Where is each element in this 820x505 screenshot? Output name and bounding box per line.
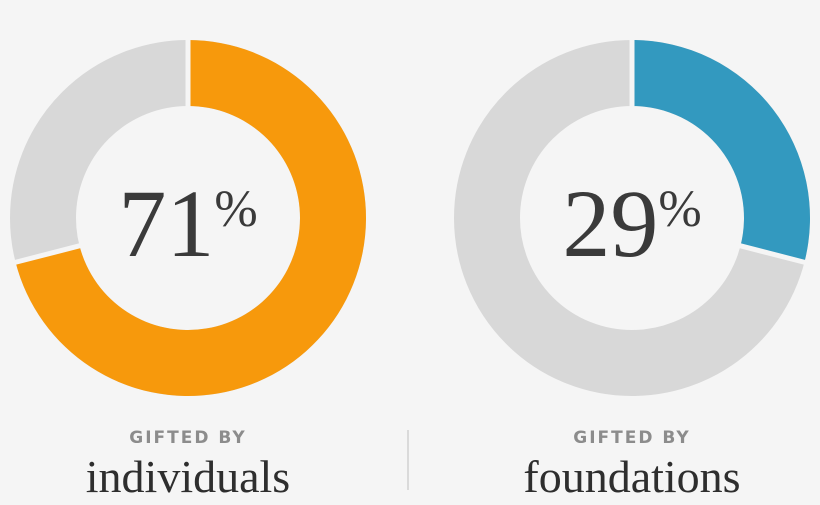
segment-gap <box>13 242 83 266</box>
segment-gap <box>737 242 807 266</box>
kicker: GIFTED BY <box>573 428 690 448</box>
donut-segment <box>15 40 367 396</box>
caption: foundations <box>523 451 740 502</box>
value-label: 29% <box>562 170 701 277</box>
donut-segment <box>632 40 810 263</box>
value-label: 71% <box>118 170 257 277</box>
caption: individuals <box>86 451 290 502</box>
kicker: GIFTED BY <box>129 428 246 448</box>
